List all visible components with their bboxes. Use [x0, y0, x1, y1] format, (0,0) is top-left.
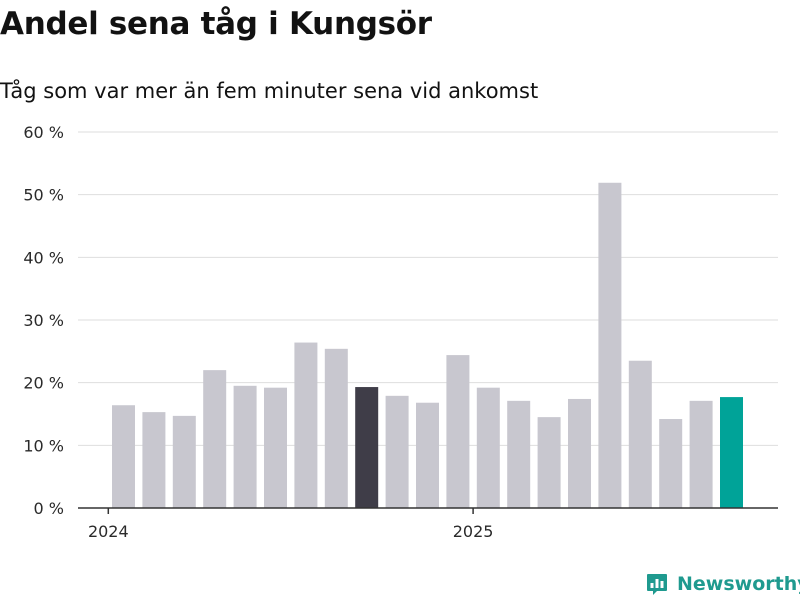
bar [507, 400, 531, 508]
brand-logo: Newsworthy [645, 570, 800, 598]
bar [385, 395, 409, 508]
bar [294, 342, 318, 508]
bar [568, 398, 591, 508]
y-tick-label: 20 % [23, 374, 64, 393]
y-tick-label: 0 % [34, 499, 64, 518]
bars [112, 182, 743, 508]
bar [112, 405, 135, 508]
bar [659, 419, 683, 508]
bar [476, 387, 500, 508]
bar [446, 355, 470, 508]
bar [264, 387, 287, 508]
bar [598, 182, 622, 508]
brand-name: Newsworthy [677, 573, 800, 595]
bar [142, 412, 166, 508]
y-tick-label: 60 % [23, 123, 64, 142]
bar [416, 402, 439, 508]
y-tick-label: 30 % [23, 311, 64, 330]
x-tick-label: 2025 [453, 522, 494, 541]
y-tick-label: 50 % [23, 186, 64, 205]
chart-subtitle: Tåg som var mer än fem minuter sena vid … [0, 79, 539, 103]
bar [172, 415, 196, 508]
bar [537, 417, 561, 508]
bar [203, 370, 227, 508]
chart-title: Andel sena tåg i Kungsör [0, 6, 432, 42]
bar-highlighted [355, 387, 379, 508]
bar-chart-speech-bubble-icon [647, 574, 667, 595]
y-tick-label: 10 % [23, 436, 64, 455]
axes: 0 % 10 % 20 % 30 % 40 % 50 % 60 % 2024 2025 [23, 123, 778, 541]
bar [689, 400, 713, 508]
y-tick-label: 40 % [23, 248, 64, 267]
bar-highlighted [720, 397, 743, 508]
bar [628, 360, 652, 508]
bar [324, 348, 348, 508]
gridlines [78, 131, 778, 446]
x-tick-label: 2024 [88, 522, 129, 541]
bar [233, 385, 257, 508]
